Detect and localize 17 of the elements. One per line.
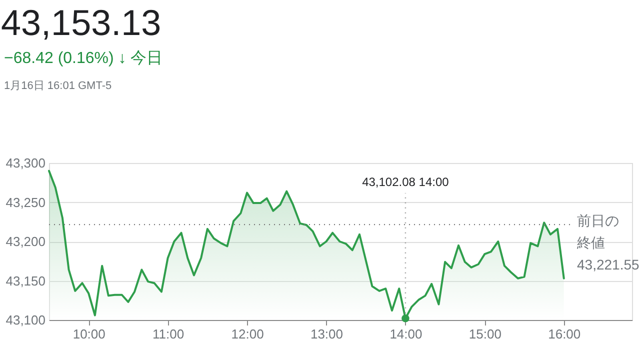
x-tick-label: 11:00 — [152, 326, 184, 342]
y-tick-label: 43,150 — [6, 273, 46, 288]
chart-title: 43,153.13 — [1, 2, 162, 43]
annotation: 43,102.08 14:00 — [362, 175, 450, 189]
x-tick-label: 16:00 — [548, 326, 581, 342]
x-tick-label: 15:00 — [468, 326, 502, 342]
ref-line-label: 前日の終値 43,221.55 — [576, 212, 640, 273]
text: 1月16日 16:01 GMT-5 — [4, 80, 112, 92]
y-tick-label: 43,200 — [6, 234, 46, 249]
x-tick-label: 13:00 — [310, 326, 344, 342]
x-tick-label: 12:00 — [231, 326, 264, 342]
chart-subtitle: −68.42 (0.16%) ↓ 今日 — [4, 50, 163, 67]
y-tick-label: 43,300 — [6, 156, 46, 170]
x-tick-label: 14:00 — [390, 326, 422, 342]
y-tick-label: 43,250 — [6, 194, 46, 210]
y-tick-label: 43,100 — [6, 312, 46, 328]
x-tick-label: 10:00 — [72, 326, 106, 342]
